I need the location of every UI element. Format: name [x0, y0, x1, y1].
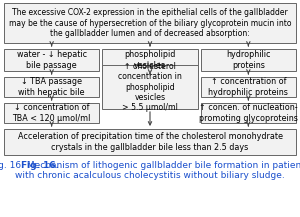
Text: ↑ concentration of
hydrophilic proteins: ↑ concentration of hydrophilic proteins	[208, 77, 288, 97]
Bar	[201, 77, 296, 97]
Bar	[4, 77, 99, 97]
Bar	[4, 49, 99, 71]
Text: ↑ concen. of nucleation-
promoting glycoproteins: ↑ concen. of nucleation- promoting glyco…	[199, 103, 298, 123]
Bar	[4, 3, 296, 43]
Text: Fig. 16.: Fig. 16.	[21, 161, 59, 170]
Text: The excessive COX-2 expression in the epithelial cells of the gallbladder
may be: The excessive COX-2 expression in the ep…	[9, 8, 291, 38]
Bar	[4, 103, 99, 123]
Text: Fig. 16. Mechanism of lithogenic gallbladder bile formation in patients
with chr: Fig. 16. Mechanism of lithogenic gallbla…	[0, 161, 300, 180]
Text: ↓ concentration of
TBA < 120 μmol/ml: ↓ concentration of TBA < 120 μmol/ml	[13, 103, 91, 123]
Text: phospholipid
vesicles: phospholipid vesicles	[124, 50, 176, 70]
Text: ↑ cholesterol
concentration in
phospholipid
vesicles
> 5.5 μmol/ml: ↑ cholesterol concentration in phospholi…	[118, 62, 182, 112]
Bar	[201, 103, 296, 123]
Bar	[201, 49, 296, 71]
Bar	[102, 65, 198, 109]
Text: water - ↓ hepatic
bile passage: water - ↓ hepatic bile passage	[16, 50, 87, 70]
Text: Acceleration of precipitation time of the cholesterol monohydrate
crystals in th: Acceleration of precipitation time of th…	[17, 132, 283, 152]
Text: hydrophilic
proteins: hydrophilic proteins	[226, 50, 271, 70]
Bar	[102, 49, 198, 71]
Bar	[4, 129, 296, 155]
Text: ↓ TBA passage
with hepatic bile: ↓ TBA passage with hepatic bile	[18, 77, 85, 97]
